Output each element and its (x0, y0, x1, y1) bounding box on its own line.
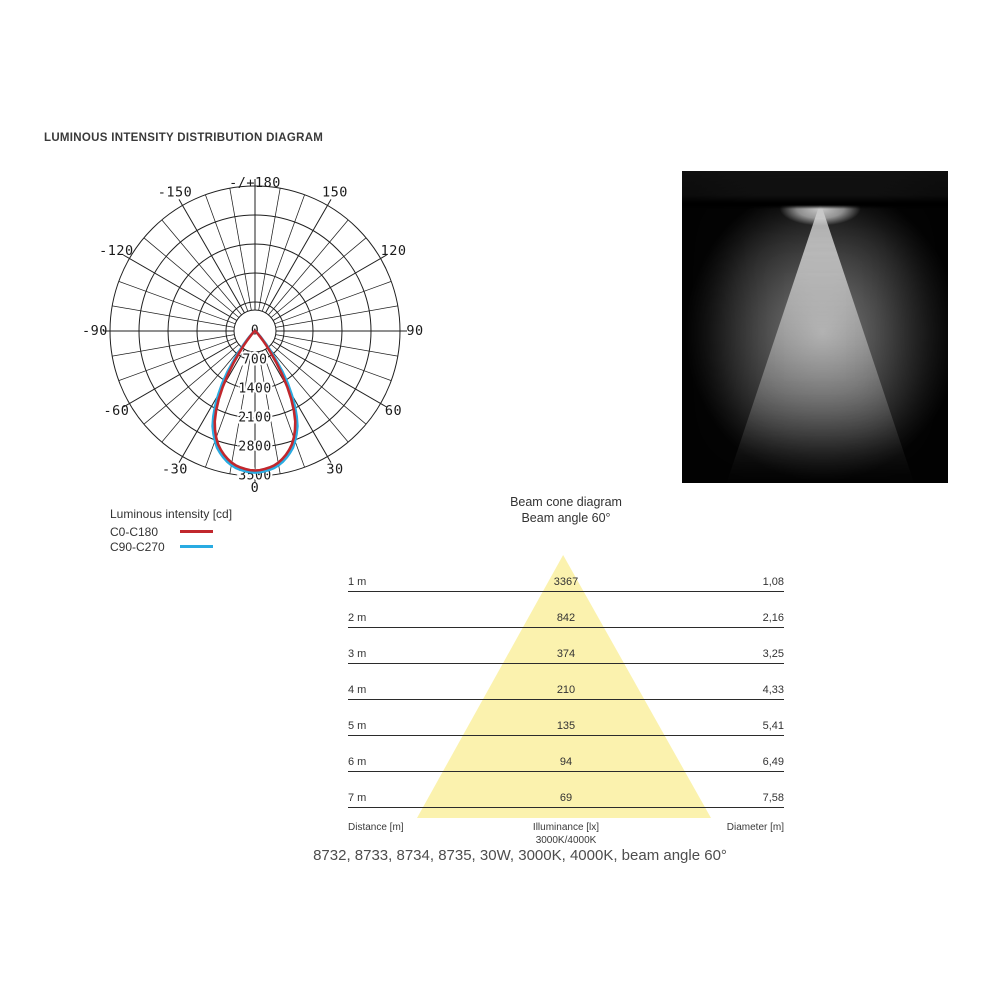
distance-value: 6 m (348, 756, 367, 768)
beam-cone-heading: Beam cone diagram Beam angle 60° (430, 494, 702, 526)
legend: Luminous intensity [cd] C0-C180 C90-C270 (110, 507, 232, 554)
illuminance-value: 94 (559, 756, 573, 768)
diameter-value: 3,25 (762, 648, 784, 660)
beam-row: 6 m 94 6,49 (348, 736, 784, 772)
illuminance-value: 135 (556, 720, 576, 732)
legend-label: C0-C180 (110, 524, 159, 539)
beam-photo-vignette (682, 171, 948, 483)
luminous-intensity-polar-chart: 07001400210028003500-/+180150-150120-120… (82, 175, 423, 496)
diameter-value: 2,16 (762, 612, 784, 624)
legend-item-c90-c270: C90-C270 (110, 539, 232, 554)
beam-row: 5 m 135 5,41 (348, 700, 784, 736)
radial-tick-label: 700 (243, 353, 268, 368)
radial-tick-label: 2800 (238, 440, 271, 455)
beam-row: 7 m 69 7,58 (348, 772, 784, 808)
illuminance-value: 842 (556, 612, 576, 624)
angle-tick-label: 90 (406, 323, 423, 339)
beam-cone-title: Beam cone diagram (510, 495, 622, 509)
legend-title: Luminous intensity [cd] (110, 507, 233, 521)
beam-cone-table: 1 m 3367 1,08 2 m 842 2,16 3 m 374 3,25 4 m 210 4,3… (348, 556, 784, 808)
beam-photo-light-source (682, 171, 948, 483)
illuminance-value: 210 (556, 684, 576, 696)
beam-photo-ceiling-edge (682, 171, 948, 209)
distance-value: 3 m (348, 648, 367, 660)
angle-tick-label: 150 (322, 184, 348, 200)
angle-tick-label: 60 (385, 403, 402, 419)
distance-column-header: Distance [m] (348, 822, 404, 833)
beam-row: 3 m 374 3,25 (348, 628, 784, 664)
distance-value: 5 m (348, 720, 367, 732)
beam-row: 2 m 842 2,16 (348, 592, 784, 628)
distance-value: 2 m (348, 612, 367, 624)
angle-tick-label: -/+180 (229, 175, 281, 191)
diameter-column-header: Diameter [m] (726, 822, 784, 833)
beam-photo (682, 171, 948, 483)
beam-row: 4 m 210 4,33 (348, 664, 784, 700)
beam-cone-table-footer: Distance [m] Illuminance [lx] 3000K/4000… (348, 821, 784, 847)
illuminance-column-header: Illuminance [lx] 3000K/4000K (532, 822, 600, 846)
radial-tick-label: 2100 (238, 411, 271, 426)
angle-tick-label: -120 (99, 243, 134, 259)
illuminance-value: 374 (556, 648, 576, 660)
angle-tick-label: -150 (158, 184, 193, 200)
radial-tick-label: 1400 (238, 382, 271, 397)
distance-value: 7 m (348, 792, 367, 804)
beam-angle-subtitle: Beam angle 60° (521, 511, 611, 525)
product-caption: 8732, 8733, 8734, 8735, 30W, 3000K, 4000… (313, 847, 727, 864)
diameter-value: 1,08 (762, 576, 784, 588)
c90-c270-line-swatch (180, 545, 213, 548)
intensity-curve-c0-c180 (213, 329, 297, 472)
diameter-value: 7,58 (762, 792, 784, 804)
illuminance-value: 3367 (553, 576, 579, 588)
diameter-value: 6,49 (762, 756, 784, 768)
page-title: LUMINOUS INTENSITY DISTRIBUTION DIAGRAM (44, 132, 324, 144)
angle-tick-label: 120 (381, 243, 407, 259)
illuminance-value: 69 (559, 792, 573, 804)
angle-tick-label: -30 (162, 462, 188, 478)
diameter-value: 5,41 (762, 720, 784, 732)
legend-item-c0-c180: C0-C180 (110, 524, 232, 539)
angle-tick-label: 0 (251, 480, 260, 496)
angle-tick-label: 30 (326, 462, 343, 478)
beam-row: 1 m 3367 1,08 (348, 556, 784, 592)
distance-value: 4 m (348, 684, 367, 696)
legend-label: C90-C270 (110, 539, 165, 554)
angle-tick-label: -60 (103, 403, 129, 419)
diameter-value: 4,33 (762, 684, 784, 696)
c0-c180-line-swatch (180, 530, 213, 533)
distance-value: 1 m (348, 576, 367, 588)
angle-tick-label: -90 (82, 323, 108, 339)
